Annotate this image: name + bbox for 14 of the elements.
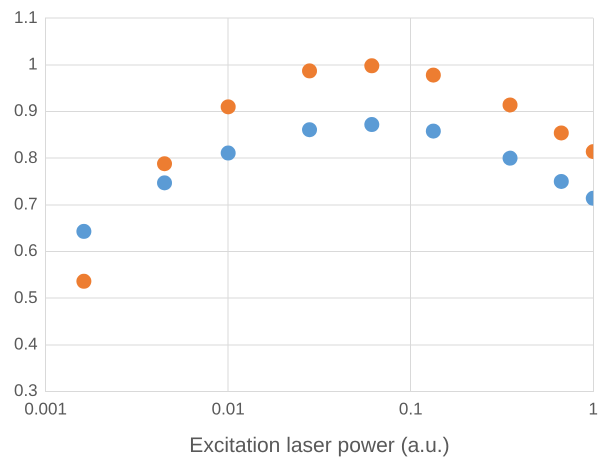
x-tick-label: 0.1 <box>398 399 423 418</box>
y-tick-label: 1.1 <box>14 8 38 27</box>
y-tick-label: 0.3 <box>14 381 38 400</box>
x-tick-label: 1 <box>588 399 598 418</box>
y-tick-label: 0.9 <box>14 101 38 120</box>
y-tick-label: 0.4 <box>14 334 38 354</box>
y-tick-label: 0.8 <box>14 148 38 167</box>
y-tick-label: 0.7 <box>14 194 38 214</box>
x-tick-label: 0.001 <box>24 399 67 418</box>
x-tick-label: 0.01 <box>212 399 245 418</box>
y-tick-label: 0.6 <box>14 241 38 260</box>
x-axis-title: Excitation laser power (a.u.) <box>189 434 450 458</box>
y-tick-label: 1 <box>28 54 38 74</box>
y-tick-label: 0.5 <box>14 288 38 307</box>
